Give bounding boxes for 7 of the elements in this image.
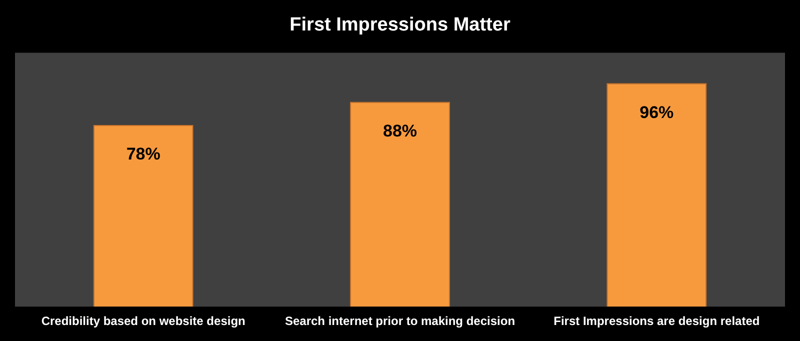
data-label: 78%: [126, 144, 160, 164]
x-tick-label: First Impressions are design related: [554, 314, 760, 328]
data-label: 88%: [382, 121, 418, 140]
chart-title: First Impressions Matter: [290, 14, 511, 36]
data-label: 96%: [640, 102, 674, 122]
x-tick-label: Search internet prior to making decision: [284, 314, 516, 328]
x-tick-label: Credibility based on website design: [41, 314, 246, 328]
